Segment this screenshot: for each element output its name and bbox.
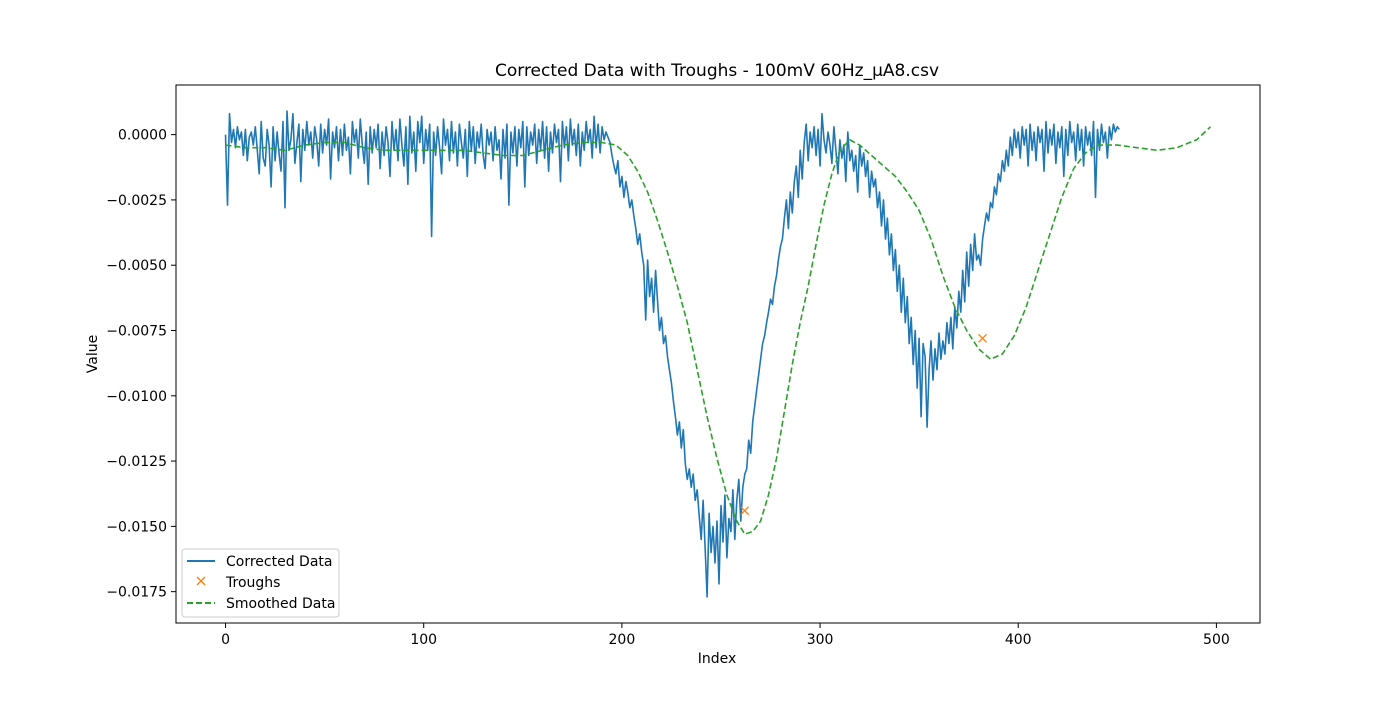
- x-tick-label: 500: [1203, 632, 1230, 648]
- y-axis-label: Value: [85, 335, 101, 373]
- y-tick-label: −0.0100: [106, 389, 167, 405]
- x-tick-label: 0: [221, 632, 230, 648]
- y-tick-label: −0.0175: [106, 585, 167, 601]
- axes: 0 100 200 300 400 500 0.0000 −0.0025 −0.0050 −0.0…: [106, 84, 1261, 648]
- legend-label-corrected: Corrected Data: [226, 554, 332, 570]
- trough-marker-stroke: [740, 506, 750, 516]
- axes-frame: [175, 84, 1261, 624]
- legend: Corrected Data Troughs Smoothed Data: [181, 548, 340, 618]
- chart-title: Corrected Data with Troughs - 100mV 60Hz…: [495, 61, 939, 81]
- legend-label-troughs: Troughs: [225, 575, 280, 591]
- plot-area: [224, 110, 1212, 598]
- y-tick-label: −0.0025: [106, 193, 167, 209]
- y-tick-label: −0.0125: [106, 454, 167, 470]
- legend-label-smoothed: Smoothed Data: [226, 596, 335, 612]
- trough-marker-2: [978, 333, 988, 343]
- x-axis-label: Index: [698, 651, 737, 667]
- y-tick-label: −0.0050: [106, 258, 167, 274]
- x-tick-label: 300: [807, 632, 834, 648]
- legend-frame: [181, 548, 340, 618]
- x-tick-label: 200: [609, 632, 636, 648]
- x-tick-label: 100: [410, 632, 437, 648]
- trough-marker-1: [740, 506, 750, 516]
- x-tick-label: 400: [1005, 632, 1032, 648]
- y-tick-label: −0.0075: [106, 323, 167, 339]
- legend-swatch-troughs: [196, 576, 206, 586]
- series-corrected-data-line: [224, 110, 1120, 598]
- series-smoothed-data-line: [225, 126, 1212, 536]
- y-tick-label: 0.0000: [118, 128, 167, 144]
- trough-marker-stroke: [978, 333, 988, 343]
- y-tick-label: −0.0150: [106, 519, 167, 535]
